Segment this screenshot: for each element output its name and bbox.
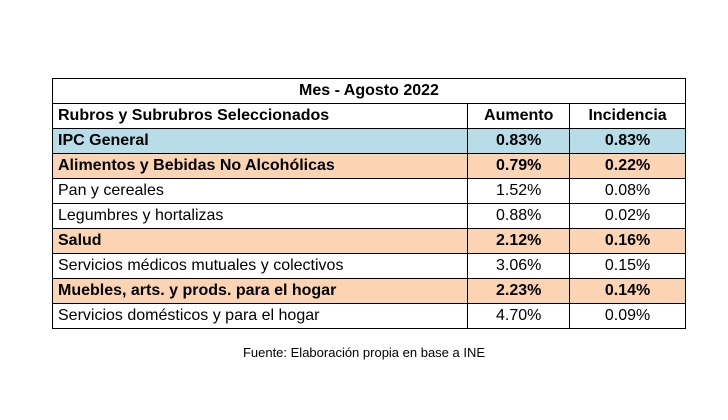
- table-row: Servicios médicos mutuales y colectivos 3…: [51, 253, 686, 279]
- cell-value: 0.09%: [569, 303, 686, 329]
- cell-value: 3.06%: [467, 253, 571, 279]
- cell-value: 0.79%: [467, 153, 571, 179]
- table-title: Mes - Agosto 2022: [52, 78, 686, 104]
- cell-value: 1.52%: [467, 178, 571, 204]
- cell-value: 0.83%: [569, 128, 686, 154]
- row-label: Pan y cereales: [51, 178, 469, 204]
- cell-value: 0.15%: [569, 253, 686, 279]
- table-row: Pan y cereales 1.52% 0.08%: [51, 178, 686, 204]
- cell-value: 2.23%: [467, 278, 571, 304]
- column-header: Rubros y Subrubros Seleccionados: [51, 103, 469, 129]
- row-label: Servicios domésticos y para el hogar: [51, 303, 469, 329]
- cell-value: 2.12%: [467, 228, 571, 254]
- table: Mes - Agosto 2022 Rubros y Subrubros Sel…: [51, 78, 686, 329]
- table-row: Servicios domésticos y para el hogar 4.70…: [51, 303, 686, 329]
- cell-value: 0.22%: [569, 153, 686, 179]
- table-row: IPC General 0.83% 0.83%: [51, 128, 686, 154]
- cell-value: 0.14%: [569, 278, 686, 304]
- cell-value: 0.08%: [569, 178, 686, 204]
- table-row: Legumbres y hortalizas 0.88% 0.02%: [51, 203, 686, 229]
- table-row: Salud 2.12% 0.16%: [51, 228, 686, 254]
- source-note: Fuente: Elaboración propia en base a INE: [242, 345, 486, 360]
- column-header: Aumento: [467, 103, 571, 129]
- row-label: Servicios médicos mutuales y colectivos: [51, 253, 469, 279]
- cell-value: 0.16%: [569, 228, 686, 254]
- column-header: Incidencia: [569, 103, 686, 129]
- table-row: Alimentos y Bebidas No Alcohólicas 0.79% 0…: [51, 153, 686, 179]
- table-row: Muebles, arts. y prods. para el hogar 2.2…: [51, 278, 686, 304]
- cell-value: 0.83%: [467, 128, 571, 154]
- header-row: Rubros y Subrubros Seleccionados Aumento…: [51, 103, 686, 129]
- cell-value: 4.70%: [467, 303, 571, 329]
- row-label: Salud: [51, 228, 469, 254]
- row-label: Legumbres y hortalizas: [51, 203, 469, 229]
- cell-value: 0.02%: [569, 203, 686, 229]
- row-label: Muebles, arts. y prods. para el hogar: [51, 278, 469, 304]
- row-label: Alimentos y Bebidas No Alcohólicas: [51, 153, 469, 179]
- row-label: IPC General: [51, 128, 469, 154]
- cell-value: 0.88%: [467, 203, 571, 229]
- title-row: Mes - Agosto 2022: [52, 78, 686, 104]
